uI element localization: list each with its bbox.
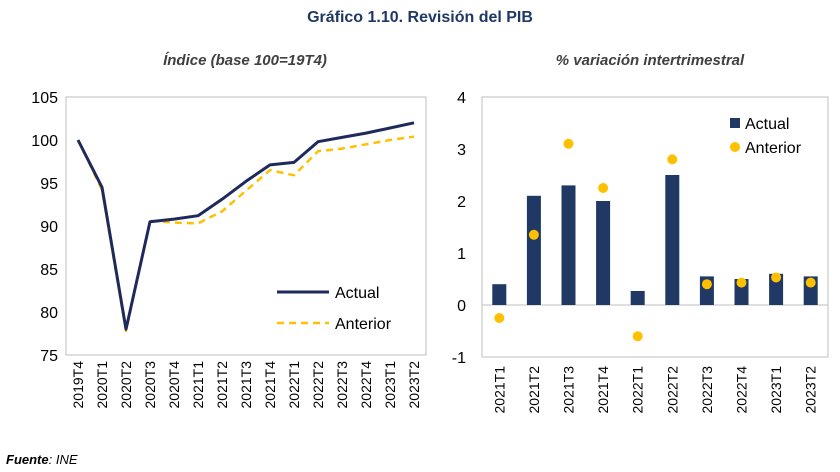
y-tick-label: 75: [40, 348, 58, 365]
y-tick-label: 105: [31, 90, 58, 107]
y-tick-label: 100: [31, 133, 58, 150]
y-tick-label: 80: [40, 305, 58, 322]
dot-2023T2: [805, 277, 816, 288]
dot-2022T1: [632, 331, 643, 342]
x-tick-label: 2020T1: [94, 361, 110, 409]
legend-swatch-anterior: [730, 142, 740, 152]
y-tick-label: 90: [40, 219, 58, 236]
right-chart-title: % variación intertrimestral: [555, 52, 745, 69]
bar-2022T2: [665, 175, 680, 305]
x-tick-label: 2021T1: [190, 361, 206, 409]
y-tick-label: 4: [457, 90, 466, 107]
bar-2021T2: [526, 195, 541, 305]
series-line-actual: [76, 121, 415, 331]
plot-area-border: [481, 96, 829, 358]
x-tick-label: 2021T4: [595, 366, 611, 414]
x-tick-label: 2022T1: [630, 366, 646, 414]
dot-2021T4: [598, 183, 609, 193]
y-tick-label: 2: [457, 194, 466, 211]
plot-area-border: [65, 96, 427, 356]
x-tick-label: 2022T2: [310, 361, 326, 409]
x-tick-label: 2021T3: [561, 366, 577, 414]
x-tick-label: 2023T2: [803, 366, 819, 414]
y-tick-label: 85: [40, 262, 58, 279]
source-note: Fuente: INE: [6, 452, 78, 467]
dot-2023T1: [771, 272, 782, 283]
bar-2023T1: [769, 273, 784, 305]
y-tick-label: 3: [457, 142, 466, 159]
x-tick-label: 2020T4: [166, 361, 182, 409]
dot-2022T2: [667, 154, 678, 165]
legend-label-actual: Actual: [335, 285, 379, 302]
bar-2022T1: [630, 290, 645, 305]
x-tick-label: 2021T2: [214, 361, 230, 409]
x-tick-label: 2020T3: [142, 361, 158, 409]
source-text: : INE: [48, 452, 78, 467]
y-tick-label: 1: [457, 246, 466, 263]
left-chart-title: Índice (base 100=19T4): [163, 52, 327, 69]
y-tick-label: 95: [40, 176, 58, 193]
x-tick-label: 2022T1: [286, 361, 302, 409]
x-tick-label: 2021T1: [491, 366, 507, 414]
bar-2021T4: [596, 201, 611, 305]
x-tick-label: 2022T4: [358, 361, 374, 409]
x-tick-label: 2020T2: [118, 361, 134, 409]
y-tick-label: -1: [452, 350, 466, 367]
dot-2022T4: [736, 277, 747, 288]
x-tick-label: 2022T3: [699, 366, 715, 414]
x-tick-label: 2019T4: [70, 361, 86, 409]
legend-label-anterior: Anterior: [745, 140, 802, 157]
dot-2022T3: [701, 279, 712, 290]
legend-label-anterior: Anterior: [335, 316, 392, 333]
x-tick-label: 2021T4: [262, 361, 278, 409]
x-tick-label: 2022T3: [334, 361, 350, 409]
source-label: Fuente: [6, 452, 49, 467]
bar-2021T3: [561, 185, 576, 305]
x-tick-label: 2021T2: [526, 366, 542, 414]
dot-2021T1: [494, 313, 505, 323]
legend-label-actual: Actual: [745, 116, 789, 133]
bar-2021T1: [492, 284, 507, 305]
x-tick-label: 2021T3: [238, 361, 254, 409]
x-tick-label: 2023T1: [382, 361, 398, 409]
x-tick-label: 2022T2: [664, 366, 680, 414]
legend-swatch-actual: [730, 118, 740, 128]
x-tick-label: 2023T2: [406, 361, 422, 409]
x-tick-label: 2022T4: [734, 366, 750, 414]
dot-2021T2: [528, 229, 539, 240]
dot-2021T3: [563, 138, 574, 149]
y-tick-label: 0: [457, 298, 466, 315]
x-tick-label: 2023T1: [768, 366, 784, 414]
figure-title: Gráfico 1.10. Revisión del PIB: [307, 9, 533, 26]
